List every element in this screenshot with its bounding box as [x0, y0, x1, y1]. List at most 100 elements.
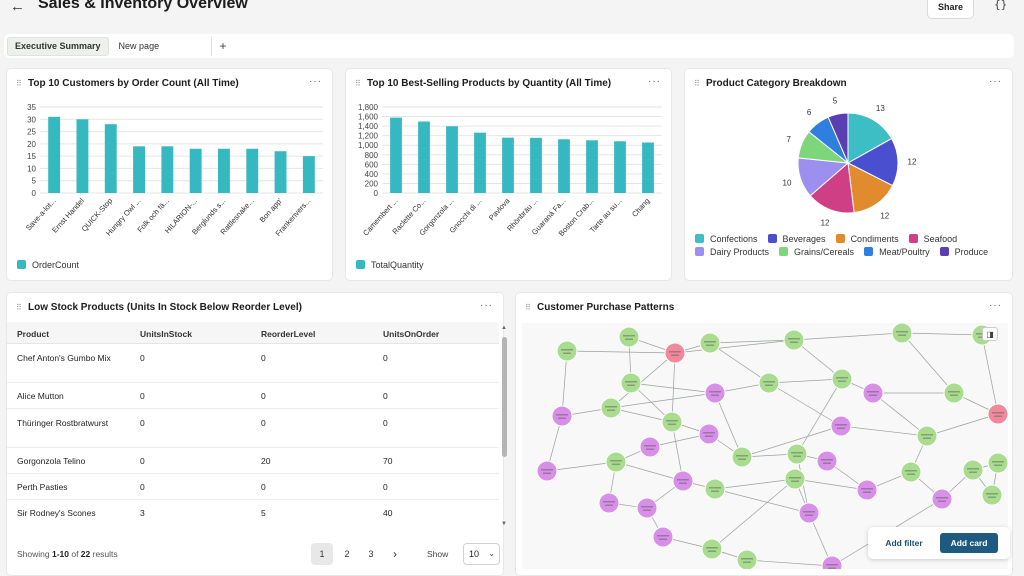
- page-button-1[interactable]: 1: [311, 543, 333, 565]
- customer-node: [862, 382, 884, 404]
- legend-item: TotalQuantity: [356, 258, 424, 271]
- table-row[interactable]: Sir Rodney's Scones 3 5 40: [7, 500, 499, 526]
- card-menu-icon[interactable]: ···: [309, 76, 322, 87]
- bar: [586, 140, 598, 193]
- graph-edge: [840, 425, 928, 437]
- node-label-mark: [603, 501, 615, 503]
- product-node: [664, 342, 686, 364]
- tab-executive-summary[interactable]: Executive Summary: [7, 36, 109, 56]
- node-label-mark: [646, 448, 654, 450]
- column-header-product[interactable]: Product: [17, 329, 50, 339]
- table-row[interactable]: Thüringer Rostbratwurst 0 0 0: [7, 409, 499, 448]
- column-header-units-in-stock[interactable]: UnitsInStock: [140, 329, 192, 339]
- scroll-down-icon[interactable]: ▼: [501, 521, 507, 527]
- bar: [104, 124, 117, 193]
- pie-data-label: 7: [787, 135, 792, 144]
- customer-node: [551, 405, 573, 427]
- legend-label: Beverages: [782, 233, 826, 244]
- cell-units-in-stock: 0: [140, 456, 145, 466]
- scroll-up-icon[interactable]: ▲: [501, 325, 507, 331]
- table-row[interactable]: Perth Pasties 0 0 0: [7, 474, 499, 500]
- node-label-mark: [627, 384, 635, 386]
- products-chart-card: ⠿ Top 10 Best-Selling Products by Quanti…: [345, 68, 672, 281]
- patterns-card: ⠿ Customer Purchase Patterns ··· ◨ Add f…: [515, 292, 1013, 576]
- legend-label: Meat/Poultry: [879, 246, 930, 257]
- node-label-mark: [668, 423, 676, 425]
- graph-edge: [709, 339, 795, 344]
- legend-label: Seafood: [923, 233, 958, 244]
- node-label-mark: [708, 550, 716, 552]
- node-label-mark: [704, 341, 716, 343]
- chart-legend: TotalQuantity: [356, 258, 434, 271]
- product-node: [981, 484, 1003, 506]
- cell-reorder-level: 0: [261, 418, 266, 428]
- json-view-button[interactable]: {}: [994, 0, 1008, 11]
- chart-legend: Confections Beverages Condiments Seafood Dai…: [695, 232, 1005, 258]
- drag-handle-icon[interactable]: ⠿: [355, 78, 361, 88]
- node-label-mark: [967, 468, 979, 470]
- column-header-units-on-order[interactable]: UnitsOnOrder: [383, 329, 440, 339]
- card-menu-icon[interactable]: ···: [480, 300, 493, 311]
- y-tick-label: 15: [27, 152, 36, 161]
- add-card-button[interactable]: Add card: [940, 533, 998, 553]
- page-button-2[interactable]: 2: [344, 549, 350, 559]
- graph-edge: [741, 425, 842, 458]
- y-tick-label: 1,400: [358, 122, 379, 131]
- table-row[interactable]: Alice Mutton 0 0 0: [7, 383, 499, 409]
- y-tick-label: 25: [27, 128, 36, 137]
- legend-swatch: [17, 260, 26, 269]
- pie-slice: [827, 112, 849, 164]
- card-menu-icon[interactable]: ···: [989, 76, 1002, 87]
- chevron-right-icon[interactable]: ›: [393, 547, 397, 561]
- network-graph[interactable]: [522, 323, 1008, 569]
- product-node: [704, 478, 726, 500]
- drag-handle-icon[interactable]: ⠿: [525, 302, 531, 312]
- sidebar-toggle-icon[interactable]: ◨: [982, 327, 998, 341]
- card-menu-icon[interactable]: ···: [648, 76, 661, 87]
- node-label-mark: [743, 561, 751, 563]
- share-button[interactable]: Share: [927, 0, 974, 19]
- y-tick-label: 400: [365, 170, 379, 179]
- bar: [133, 146, 145, 193]
- product-node: [784, 468, 806, 490]
- node-label-mark: [625, 338, 633, 340]
- node-label-mark: [948, 391, 960, 393]
- drag-handle-icon[interactable]: ⠿: [694, 78, 700, 88]
- node-label-mark: [657, 535, 669, 537]
- customers-chart-card: ⠿ Top 10 Customers by Order Count (All T…: [6, 68, 333, 281]
- table-scrollbar[interactable]: ▲ ▼: [501, 325, 507, 529]
- node-label-mark: [736, 455, 748, 457]
- pie-data-label: 6: [807, 108, 812, 117]
- table-row[interactable]: Gorgonzola Telino 0 20 70: [7, 448, 499, 474]
- node-label-mark: [543, 472, 551, 474]
- cell-product: Perth Pasties: [17, 482, 68, 492]
- page-size-select[interactable]: 10 ⌄: [463, 543, 500, 565]
- page-button-3[interactable]: 3: [368, 549, 374, 559]
- product-node: [556, 340, 578, 362]
- add-filter-button[interactable]: Add filter: [885, 538, 923, 548]
- node-label-mark: [992, 412, 1004, 414]
- node-label-mark: [823, 462, 831, 464]
- card-menu-icon[interactable]: ···: [989, 300, 1002, 311]
- node-label-mark: [821, 459, 833, 461]
- node-label-mark: [826, 564, 838, 566]
- arrow-left-icon[interactable]: ←: [10, 0, 25, 15]
- drag-handle-icon[interactable]: ⠿: [16, 302, 22, 312]
- product-node: [661, 411, 683, 433]
- scroll-thumb[interactable]: [502, 337, 507, 457]
- add-tab-button[interactable]: +: [219, 39, 227, 53]
- results-range: 1-10: [51, 549, 69, 559]
- table-row[interactable]: Chef Anton's Gumbo Mix 0 0 0: [7, 344, 499, 383]
- node-label-mark: [605, 406, 617, 408]
- drag-handle-icon[interactable]: ⠿: [16, 78, 22, 88]
- tab-new-page[interactable]: New page: [112, 36, 212, 56]
- node-label-mark: [659, 538, 667, 540]
- customer-node: [636, 497, 658, 519]
- node-label-mark: [677, 479, 689, 481]
- node-label-mark: [709, 487, 721, 489]
- column-header-reorder-level[interactable]: ReorderLevel: [261, 329, 316, 339]
- graph-edge: [794, 478, 868, 491]
- customer-node: [931, 488, 953, 510]
- node-label-mark: [641, 506, 653, 508]
- page-size-value: 10: [469, 549, 480, 559]
